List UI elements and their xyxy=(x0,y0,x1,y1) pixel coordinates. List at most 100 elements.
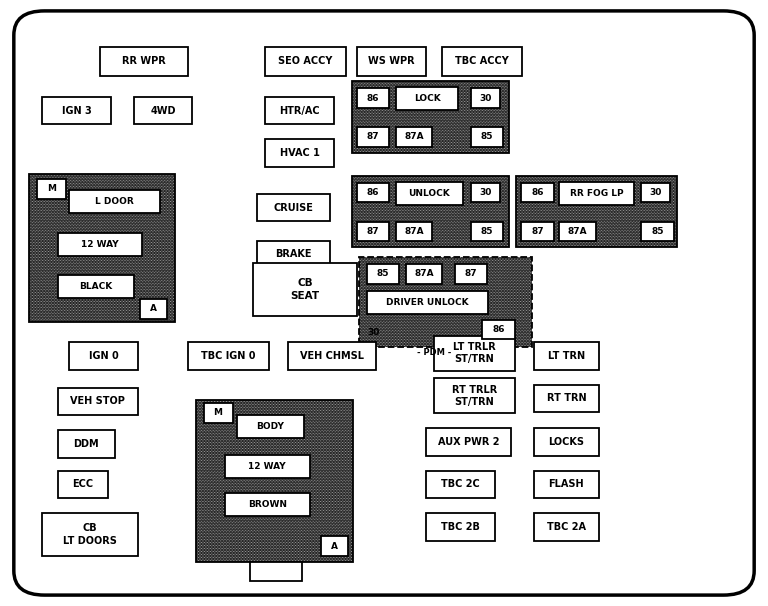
Text: 30: 30 xyxy=(479,94,492,102)
Text: 86: 86 xyxy=(492,325,505,334)
Text: CB
SEAT: CB SEAT xyxy=(291,279,319,301)
Text: A: A xyxy=(331,542,338,551)
Bar xyxy=(534,428,599,456)
Text: 87: 87 xyxy=(531,227,544,236)
Text: LOCKS: LOCKS xyxy=(548,437,584,447)
Bar xyxy=(641,222,674,241)
Bar xyxy=(37,179,66,199)
FancyBboxPatch shape xyxy=(14,11,754,595)
Text: LOCK: LOCK xyxy=(414,95,440,103)
Bar xyxy=(58,430,115,458)
Bar xyxy=(357,127,389,147)
Text: 87: 87 xyxy=(367,227,379,236)
Bar xyxy=(559,222,596,241)
Bar xyxy=(196,400,353,562)
Bar xyxy=(521,183,554,202)
Text: RR WPR: RR WPR xyxy=(122,56,166,66)
Bar xyxy=(58,275,134,298)
Bar xyxy=(367,264,399,284)
Text: RT TRLR
ST/TRN: RT TRLR ST/TRN xyxy=(452,385,497,407)
Text: UNLOCK: UNLOCK xyxy=(409,189,450,198)
Text: 30: 30 xyxy=(367,328,379,336)
Text: SEO ACCY: SEO ACCY xyxy=(278,56,333,66)
Bar xyxy=(352,81,509,153)
Bar xyxy=(455,264,487,284)
Text: M: M xyxy=(47,184,56,193)
Text: 87A: 87A xyxy=(568,227,588,236)
Bar xyxy=(100,47,188,76)
Bar xyxy=(471,183,500,202)
Bar xyxy=(641,183,670,202)
Text: TBC 2A: TBC 2A xyxy=(547,522,586,532)
Bar xyxy=(426,471,495,498)
Bar xyxy=(516,176,677,247)
Text: 85: 85 xyxy=(377,270,389,278)
Bar xyxy=(442,47,522,76)
Bar xyxy=(357,47,426,76)
Text: WS WPR: WS WPR xyxy=(369,56,415,66)
Bar xyxy=(396,87,458,110)
Bar xyxy=(396,182,463,205)
Bar xyxy=(521,222,554,241)
Text: TBC 2C: TBC 2C xyxy=(442,479,480,490)
Bar xyxy=(265,139,334,167)
Bar xyxy=(396,127,432,147)
Text: 87: 87 xyxy=(367,133,379,141)
Text: ECC: ECC xyxy=(72,479,93,490)
Bar xyxy=(253,263,357,316)
Text: LT TRN: LT TRN xyxy=(548,351,585,361)
Bar xyxy=(426,428,511,456)
Text: 86: 86 xyxy=(367,188,379,197)
Bar xyxy=(471,127,503,147)
Text: L DOOR: L DOOR xyxy=(95,198,134,206)
Bar xyxy=(482,320,515,339)
Text: 87A: 87A xyxy=(414,270,434,278)
Text: RT TRN: RT TRN xyxy=(547,393,586,404)
Text: 12 WAY: 12 WAY xyxy=(249,462,286,470)
Text: M: M xyxy=(214,408,223,418)
Bar xyxy=(352,176,509,247)
Bar xyxy=(225,493,310,516)
Bar xyxy=(396,222,432,241)
Bar xyxy=(559,182,634,205)
Bar xyxy=(534,513,599,541)
Bar xyxy=(188,342,269,370)
Text: 30: 30 xyxy=(650,188,662,197)
Text: DDM: DDM xyxy=(74,439,99,449)
Text: AUX PWR 2: AUX PWR 2 xyxy=(438,437,499,447)
Bar xyxy=(534,342,599,370)
Text: - PDM -: - PDM - xyxy=(417,348,451,357)
Text: A: A xyxy=(150,304,157,313)
Text: TBC ACCY: TBC ACCY xyxy=(455,56,508,66)
Text: VEH CHMSL: VEH CHMSL xyxy=(300,351,364,361)
Text: 87A: 87A xyxy=(404,227,424,236)
Text: TBC IGN 0: TBC IGN 0 xyxy=(201,351,256,361)
Bar xyxy=(29,174,175,322)
Text: HVAC 1: HVAC 1 xyxy=(280,148,319,158)
Text: 87A: 87A xyxy=(404,133,424,141)
Text: CB
LT DOORS: CB LT DOORS xyxy=(63,524,118,545)
Bar xyxy=(58,471,108,498)
Bar xyxy=(534,471,599,498)
Text: 86: 86 xyxy=(531,188,544,197)
Bar xyxy=(58,233,142,256)
Text: 30: 30 xyxy=(479,188,492,197)
Bar xyxy=(357,183,389,202)
Bar xyxy=(265,97,334,124)
Text: 87: 87 xyxy=(465,270,477,278)
Bar xyxy=(534,385,599,412)
Bar xyxy=(42,97,111,124)
Bar xyxy=(69,190,160,213)
Bar xyxy=(42,513,138,556)
Bar xyxy=(265,47,346,76)
Bar xyxy=(257,241,330,268)
Text: FLASH: FLASH xyxy=(548,479,584,490)
Bar xyxy=(367,291,488,314)
Text: 4WD: 4WD xyxy=(151,105,176,116)
Text: IGN 3: IGN 3 xyxy=(62,105,91,116)
Text: BLACK: BLACK xyxy=(79,282,113,291)
Bar xyxy=(134,97,192,124)
Text: BRAKE: BRAKE xyxy=(276,249,312,259)
Bar xyxy=(406,264,442,284)
Bar xyxy=(471,88,500,108)
